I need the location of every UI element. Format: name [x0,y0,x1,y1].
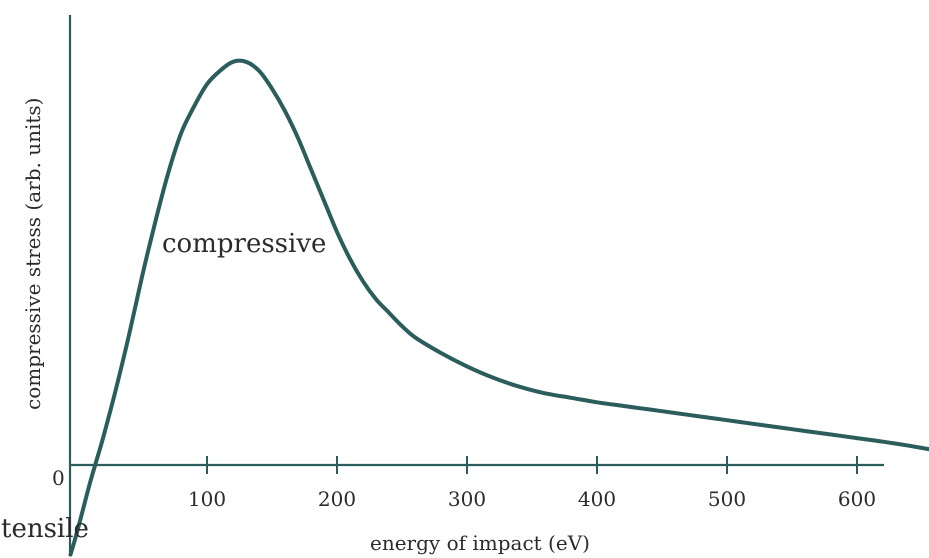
x-tick-label-400: 400 [578,487,616,511]
annotation-tensile: tensile [1,514,89,544]
x-axis-tick-labels: 100 200 300 400 500 600 [188,487,876,511]
stress-curve [68,58,929,557]
x-tick-label-600: 600 [838,487,876,511]
y-axis-title: compressive stress (arb. units) [21,98,45,410]
x-tick-label-100: 100 [188,487,226,511]
x-tick-label-300: 300 [448,487,486,511]
x-tick-label-200: 200 [318,487,356,511]
x-tick-label-500: 500 [708,487,746,511]
x-axis-title: energy of impact (eV) [370,531,590,555]
y-tick-label-zero: 0 [52,466,65,490]
x-axis-ticks [206,456,858,474]
annotation-compressive: compressive [162,229,326,259]
